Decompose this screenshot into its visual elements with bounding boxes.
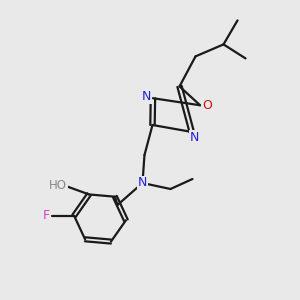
Text: O: O <box>202 99 212 112</box>
Text: N: N <box>190 131 200 144</box>
Text: N: N <box>138 176 147 190</box>
Text: HO: HO <box>49 179 67 192</box>
Text: F: F <box>43 209 50 222</box>
Text: N: N <box>141 90 151 103</box>
